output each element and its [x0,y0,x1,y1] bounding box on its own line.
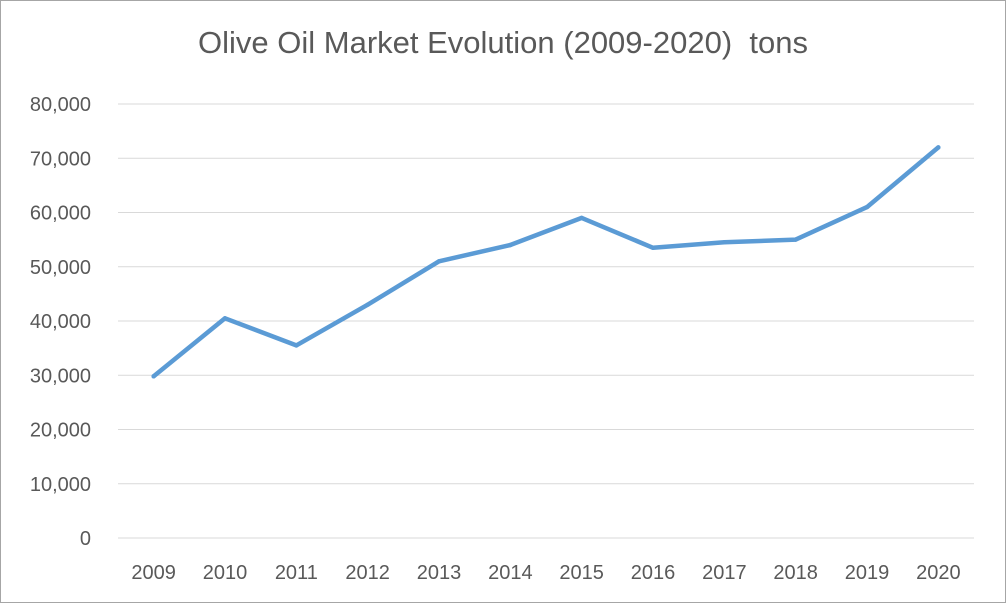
data-point [650,245,656,250]
y-tick-label: 30,000 [30,365,91,387]
data-point [151,374,156,379]
series-line-0 [151,145,941,379]
y-tick-label: 80,000 [30,94,91,116]
y-tick-label: 0 [80,528,91,550]
x-tick-label: 2015 [559,562,604,584]
y-tick-label: 70,000 [30,148,91,170]
x-tick-label: 2009 [131,562,176,584]
x-tick-label: 2019 [845,562,890,584]
data-point [508,242,513,248]
x-tick-label: 2016 [631,562,676,584]
x-tick-label: 2018 [773,562,818,584]
y-tick-label: 50,000 [30,257,91,279]
data-point [864,204,870,210]
x-tick-label: 2010 [203,562,248,584]
series-points-0 [151,145,941,379]
y-tick-label: 60,000 [30,203,91,225]
x-tick-label: 2013 [417,562,462,584]
data-point [722,240,727,245]
x-tick-label: 2011 [275,562,318,584]
chart-title: Olive Oil Market Evolution (2009-2020) t… [198,25,808,60]
x-axis-tick-labels: 2009 2010 2011 2012 2013 2014 2015 2016 2017 2018… [131,562,960,584]
data-point [365,302,370,307]
data-point [579,215,584,221]
x-tick-label: 2012 [345,562,390,584]
y-tick-label: 20,000 [30,420,91,442]
y-tick-label: 40,000 [30,311,91,333]
y-tick-label: 10,000 [30,474,91,496]
data-point [793,237,798,242]
x-tick-label: 2020 [916,562,961,584]
gridlines [118,103,974,539]
data-point [294,343,299,348]
data-point [936,145,941,150]
data-point [222,316,228,321]
y-axis-tick-labels: 0 10,000 20,000 30,000 40,000 50,000 60,000 70,… [30,94,91,550]
data-point [436,259,442,264]
x-tick-label: 2017 [702,562,747,584]
x-tick-label: 2014 [488,562,533,584]
